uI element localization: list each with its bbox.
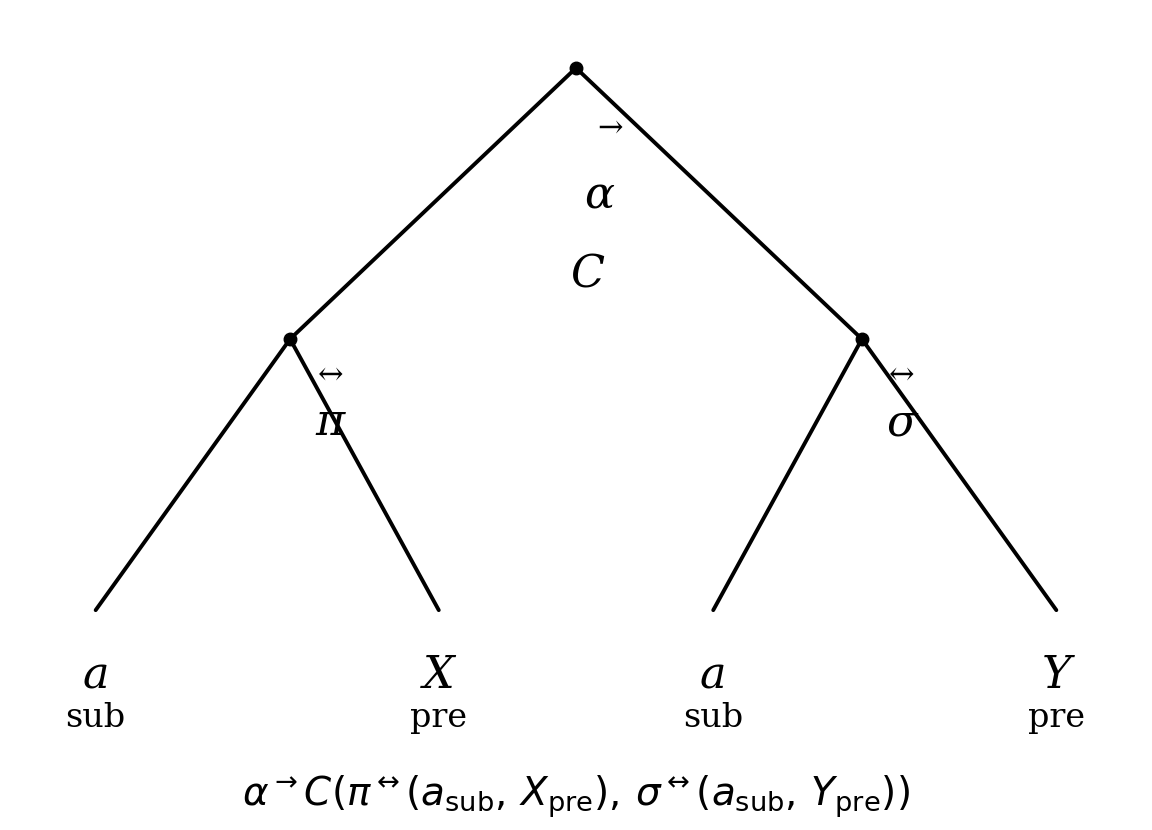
Text: α: α (584, 174, 614, 217)
Text: π: π (316, 401, 344, 444)
Text: C: C (570, 254, 605, 297)
Text: sub: sub (66, 702, 126, 734)
Text: $\alpha^{\rightarrow}C(\pi^{\leftrightarrow}(a_{\mathrm{sub}},\,X_{\mathrm{pre}}: $\alpha^{\rightarrow}C(\pi^{\leftrightar… (242, 774, 910, 820)
Text: pre: pre (410, 702, 468, 734)
Text: ↔: ↔ (317, 359, 343, 390)
Text: X: X (423, 654, 455, 697)
Text: a: a (700, 654, 727, 697)
Text: a: a (83, 654, 109, 697)
Text: pre: pre (1028, 702, 1085, 734)
Text: →: → (598, 112, 623, 144)
Text: ↔: ↔ (889, 359, 915, 390)
Text: sub: sub (683, 702, 743, 734)
Text: Y: Y (1041, 654, 1071, 697)
Text: σ: σ (887, 401, 917, 444)
